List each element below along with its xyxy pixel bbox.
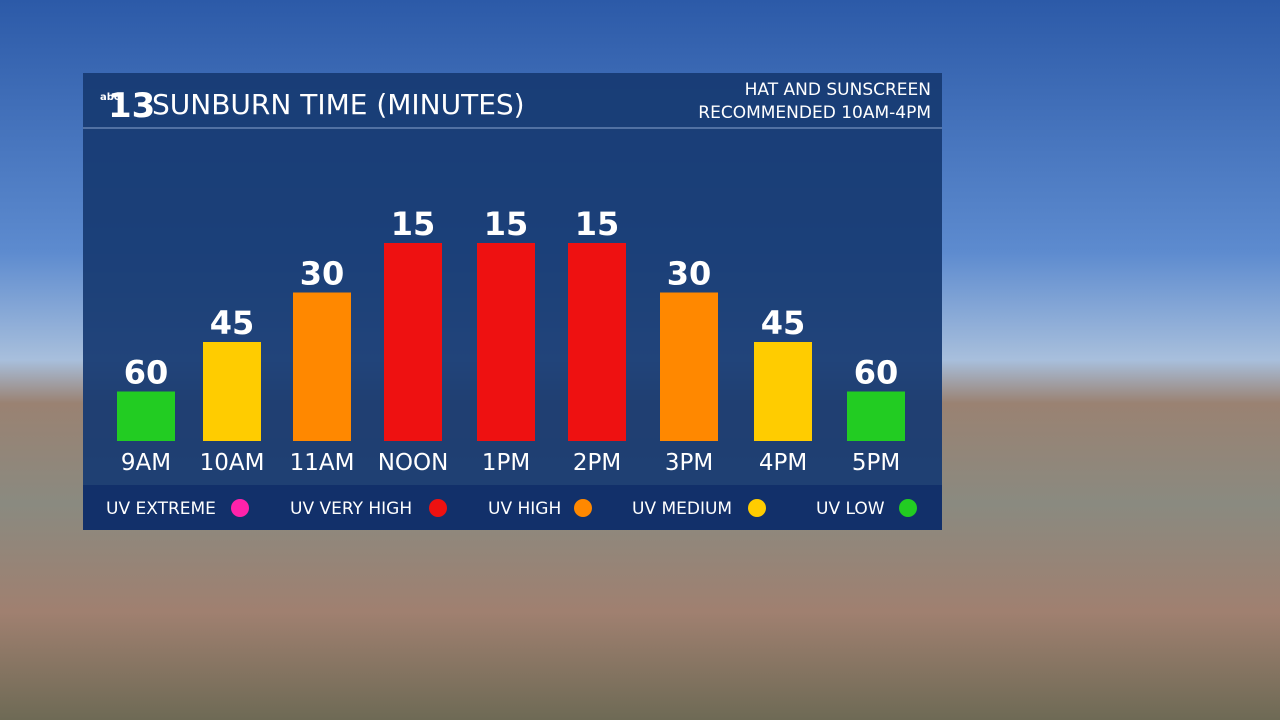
legend-swatch xyxy=(574,499,592,517)
legend-swatch xyxy=(231,499,249,517)
legend-label: UV MEDIUM xyxy=(632,499,732,519)
bar xyxy=(293,292,351,441)
value-label: 60 xyxy=(124,354,169,392)
x-tick-label: 5PM xyxy=(852,450,900,476)
logo-small: abc xyxy=(100,92,120,103)
value-label: 30 xyxy=(300,255,345,293)
bar xyxy=(660,292,718,441)
x-tick-label: NOON xyxy=(378,450,449,476)
x-tick-label: 4PM xyxy=(759,450,807,476)
value-label: 45 xyxy=(761,304,806,342)
legend-label: UV HIGH xyxy=(488,499,561,519)
bar xyxy=(754,342,812,441)
bar xyxy=(568,243,626,441)
chart-title: SUNBURN TIME (MINUTES) xyxy=(152,88,525,121)
bar xyxy=(203,342,261,441)
value-label: 45 xyxy=(210,304,255,342)
x-tick-label: 9AM xyxy=(121,450,171,476)
legend-swatch xyxy=(899,499,917,517)
x-tick-label: 3PM xyxy=(665,450,713,476)
x-tick-label: 10AM xyxy=(200,450,265,476)
value-label: 15 xyxy=(484,205,529,243)
value-label: 60 xyxy=(854,354,899,392)
bar xyxy=(117,391,175,441)
logo: 13 xyxy=(108,86,155,126)
x-tick-label: 11AM xyxy=(290,450,355,476)
legend-label: UV LOW xyxy=(816,499,885,519)
legend-swatch xyxy=(748,499,766,517)
value-label: 30 xyxy=(667,255,712,293)
x-tick-label: 1PM xyxy=(482,450,530,476)
legend-label: UV EXTREME xyxy=(106,499,216,519)
value-label: 15 xyxy=(575,205,620,243)
bar xyxy=(477,243,535,441)
x-tick-label: 2PM xyxy=(573,450,621,476)
bar xyxy=(384,243,442,441)
legend-strip xyxy=(83,485,942,530)
bar xyxy=(847,391,905,441)
subtitle: RECOMMENDED 10AM-4PM xyxy=(698,103,931,123)
subtitle: HAT AND SUNSCREEN xyxy=(745,80,931,100)
legend-swatch xyxy=(429,499,447,517)
value-label: 15 xyxy=(391,205,436,243)
legend-label: UV VERY HIGH xyxy=(290,499,412,519)
